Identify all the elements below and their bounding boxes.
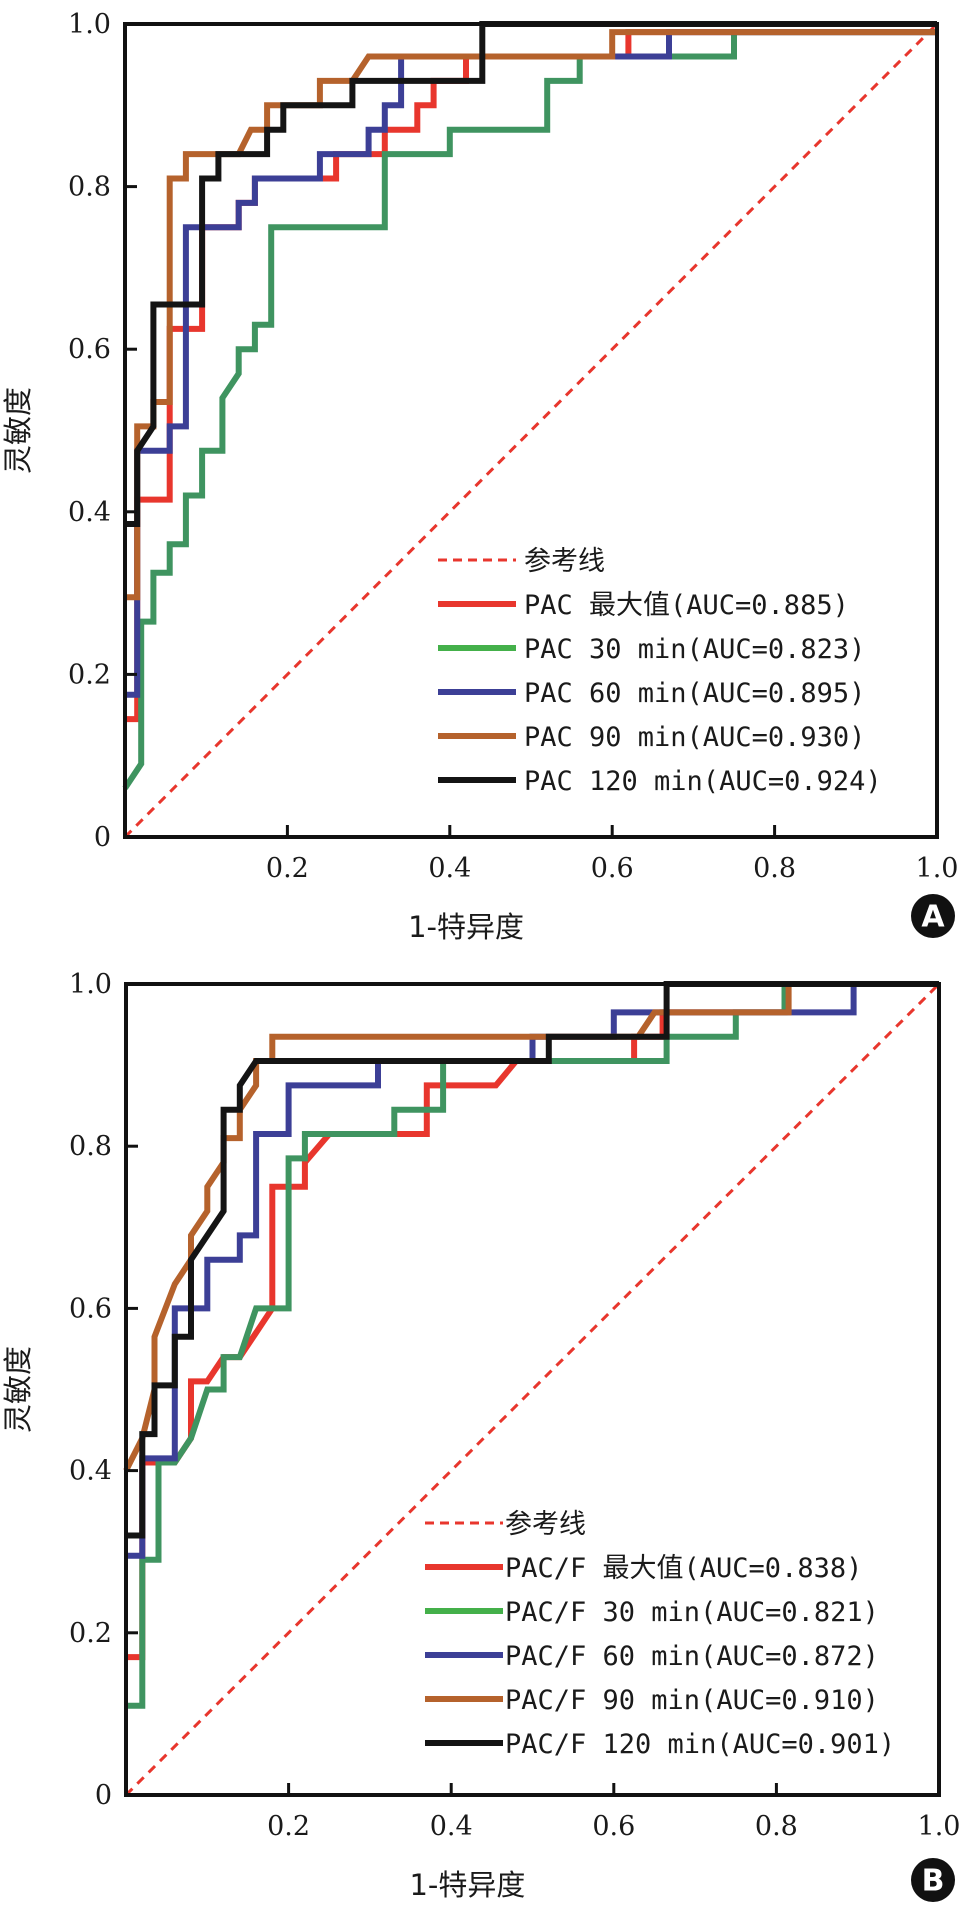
x-axis-title: 1-特异度 (409, 1868, 525, 1902)
legend-item: 参考线 (425, 1509, 586, 1540)
y-tick-label: 1.0 (69, 969, 112, 1000)
legend-item: PAC/F 90 min(AUC=0.910) (425, 1685, 879, 1716)
legend-label: 参考线 (524, 546, 605, 577)
roc-curve-series-3 (123, 981, 939, 1472)
x-tick-label: 1.0 (918, 1811, 961, 1842)
legend: 参考线 PAC/F 最大值(AUC=0.838) PAC/F 30 min(AUC=… (425, 1509, 895, 1760)
legend-label: PAC 30 min(AUC=0.823) (524, 634, 865, 665)
reference-diagonal-line (123, 22, 939, 839)
x-tick-label: 0.4 (428, 853, 471, 884)
legend-item: 参考线 (438, 546, 605, 577)
y-tick-label: 0.8 (69, 1131, 112, 1162)
y-tick-label: 0.2 (68, 659, 111, 690)
roc-curve-series-1 (126, 981, 939, 1709)
y-tick-label: 0.4 (69, 1456, 112, 1487)
ticks-layer: 0.2 0.4 0.6 0.8 1.0 0 0.2 0.4 0.6 0.8 1.0 (68, 9, 958, 884)
ticks-layer: 0.2 0.4 0.6 0.8 1.0 0 0.2 0.4 0.6 0.8 1.0 (69, 969, 960, 1842)
x-tick-label: 0.8 (753, 853, 796, 884)
legend-item: PAC 120 min(AUC=0.924) (438, 766, 882, 797)
x-tick-label: 0.2 (267, 1811, 310, 1842)
legend: 参考线 PAC 最大值(AUC=0.885) PAC 30 min(AUC=0.82… (438, 546, 882, 797)
legend-label: PAC/F 30 min(AUC=0.821) (505, 1597, 879, 1628)
legend-label: PAC 60 min(AUC=0.895) (524, 678, 865, 709)
legend-item: PAC 60 min(AUC=0.895) (438, 678, 865, 709)
y-tick-label: 0.8 (68, 172, 111, 203)
panel-badge-b: B (911, 1858, 955, 1902)
legend-item: PAC 最大值(AUC=0.885) (438, 590, 849, 621)
legend-item: PAC/F 最大值(AUC=0.838) (425, 1553, 862, 1584)
legend-item: PAC 90 min(AUC=0.930) (438, 722, 865, 753)
reference-line-layer (124, 982, 941, 1797)
roc-curve-series-1 (122, 29, 937, 790)
x-tick-label: 1.0 (916, 853, 959, 884)
legend-label: PAC/F 最大值(AUC=0.838) (505, 1553, 862, 1584)
x-tick-label: 0.2 (266, 853, 309, 884)
x-tick-label: 0.8 (755, 1811, 798, 1842)
roc-curve-series-4 (125, 21, 937, 527)
legend-label: PAC 最大值(AUC=0.885) (524, 590, 849, 621)
reference-line-layer (123, 22, 939, 839)
legend-label: PAC/F 60 min(AUC=0.872) (505, 1641, 879, 1672)
legend-label: PAC 90 min(AUC=0.930) (524, 722, 865, 753)
x-tick-label: 0.6 (592, 1811, 635, 1842)
y-tick-label: 1.0 (68, 9, 111, 40)
roc-panel-b: 0.2 0.4 0.6 0.8 1.0 0 0.2 0.4 0.6 0.8 1.0 参考线 PAC/F… (1, 969, 960, 1902)
y-tick-label: 0 (95, 1780, 112, 1811)
y-tick-label: 0.2 (69, 1618, 112, 1649)
legend-item: PAC/F 30 min(AUC=0.821) (425, 1597, 879, 1628)
x-tick-label: 0.6 (591, 853, 634, 884)
legend-item: PAC 30 min(AUC=0.823) (438, 634, 865, 665)
reference-diagonal-line (124, 982, 941, 1797)
panel-badge-a: A (911, 894, 955, 938)
x-tick-label: 0.4 (430, 1811, 473, 1842)
y-tick-label: 0.4 (68, 497, 111, 528)
y-axis-title: 灵敏度 (1, 1346, 35, 1433)
series-layer (122, 21, 937, 790)
x-axis-title: 1-特异度 (408, 910, 524, 944)
series-layer (123, 981, 939, 1709)
badge-label: A (921, 900, 945, 935)
y-tick-label: 0.6 (69, 1293, 112, 1324)
y-axis-title: 灵敏度 (1, 387, 35, 474)
legend-item: PAC/F 120 min(AUC=0.901) (425, 1729, 895, 1760)
y-tick-label: 0 (94, 822, 111, 853)
badge-circle (911, 894, 955, 938)
badge-label: B (922, 1864, 945, 1899)
badge-circle (911, 1858, 955, 1902)
legend-label: PAC/F 120 min(AUC=0.901) (505, 1729, 895, 1760)
plot-frame (123, 22, 939, 839)
roc-panel-a: 0.2 0.4 0.6 0.8 1.0 0 0.2 0.4 0.6 0.8 1.0 参考线 PAC 最… (1, 9, 958, 944)
roc-curve-series-4 (126, 981, 939, 1539)
legend-label: PAC/F 90 min(AUC=0.910) (505, 1685, 879, 1716)
y-tick-label: 0.6 (68, 334, 111, 365)
legend-label: 参考线 (505, 1509, 586, 1540)
roc-curve-series-3 (125, 29, 937, 601)
legend-label: PAC 120 min(AUC=0.924) (524, 766, 882, 797)
roc-curve-series-2 (125, 29, 937, 698)
legend-item: PAC/F 60 min(AUC=0.872) (425, 1641, 879, 1672)
plot-frame (124, 982, 941, 1797)
